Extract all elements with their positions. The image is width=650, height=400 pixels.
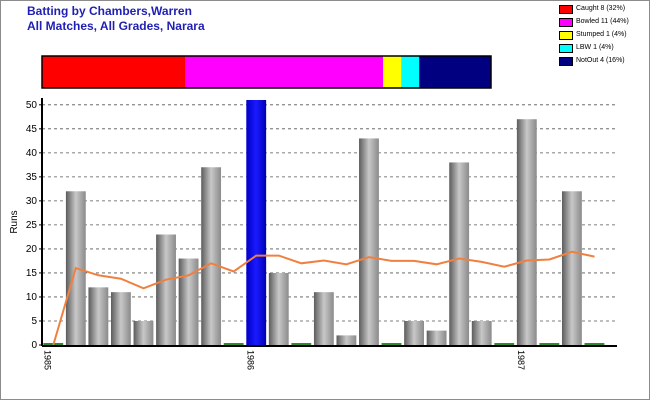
legend-item-bowled: Bowled 11 (44%) (556, 17, 646, 28)
chart-title: Batting by Chambers,Warren (27, 4, 192, 18)
x-tick-label-1986: 1986 (246, 350, 256, 370)
bar-innings-14 (336, 335, 357, 345)
y-tick-label-0: 0 (31, 340, 37, 351)
bar-innings-20 (471, 320, 492, 345)
legend-label-notout: NotOut 4 (16%) (576, 57, 625, 64)
bar-innings-17 (404, 320, 424, 345)
chart-subtitle: All Matches, All Grades, Narara (27, 19, 205, 33)
average-line-group (52, 250, 595, 346)
bar-innings-4 (111, 292, 131, 345)
bar-innings-11 (268, 272, 289, 345)
bar-innings-8 (201, 167, 222, 345)
bar-series (43, 100, 605, 345)
y-tick-label-10: 10 (26, 292, 38, 303)
y-tick-label-20: 20 (26, 244, 38, 255)
legend-swatch-notout (559, 57, 573, 66)
y-tick-label-30: 30 (26, 196, 38, 207)
y-tick-label-45: 45 (26, 124, 38, 135)
bar-innings-22 (516, 119, 537, 345)
bar-innings-10 (246, 100, 267, 345)
x-tick-label-1985: 1985 (43, 350, 53, 370)
legend-item-stumped: Stumped 1 (4%) (556, 30, 646, 41)
bar-innings-24 (561, 191, 582, 345)
legend-label-lbw: LBW 1 (4%) (576, 44, 614, 51)
bar-innings-19 (449, 162, 470, 345)
legend-item-notout: NotOut 4 (16%) (556, 56, 646, 67)
dismissal-segment-stumped (383, 56, 402, 88)
legend-label-stumped: Stumped 1 (4%) (576, 31, 627, 38)
dismissal-segment-caught (42, 56, 186, 88)
legend-item-caught: Caught 8 (32%) (556, 4, 646, 15)
bar-innings-3 (88, 287, 109, 345)
dismissal-summary-bar (41, 55, 492, 89)
legend: Caught 8 (32%) Bowled 11 (44%) Stumped 1… (556, 4, 646, 69)
y-tick-label-25: 25 (26, 220, 38, 231)
legend-label-bowled: Bowled 11 (44%) (576, 18, 629, 25)
legend-swatch-bowled (559, 18, 573, 27)
y-tick-label-5: 5 (31, 316, 37, 327)
dismissal-segment-notout (419, 56, 491, 88)
legend-swatch-stumped (559, 31, 573, 40)
bar-innings-5 (133, 320, 154, 345)
y-tick-label-35: 35 (26, 172, 38, 183)
legend-swatch-lbw (559, 44, 573, 53)
y-tick-labels: 0 5 10 15 20 25 30 35 40 45 50 (26, 100, 38, 351)
legend-swatch-caught (559, 5, 573, 14)
bar-innings-15 (359, 138, 379, 345)
average-line (52, 250, 595, 346)
bar-innings-13 (313, 292, 334, 345)
dismissal-bar-outline (41, 55, 492, 89)
x-tick-label-1987: 1987 (516, 350, 526, 370)
y-tick-label-40: 40 (26, 148, 38, 159)
legend-item-lbw: LBW 1 (4%) (556, 43, 646, 54)
y-tick-label-15: 15 (26, 268, 38, 279)
y-tick-label-50: 50 (26, 100, 38, 111)
dismissal-segment-lbw (401, 56, 420, 88)
axes (39, 98, 617, 347)
x-tick-labels: 1985 1986 1987 (43, 350, 527, 370)
y-axis-label: Runs (9, 210, 20, 233)
bar-innings-18 (426, 330, 447, 345)
bar-innings-7 (178, 258, 199, 345)
dismissal-segment-bowled (185, 56, 384, 88)
legend-label-caught: Caught 8 (32%) (576, 5, 626, 12)
bar-innings-6 (156, 234, 176, 345)
